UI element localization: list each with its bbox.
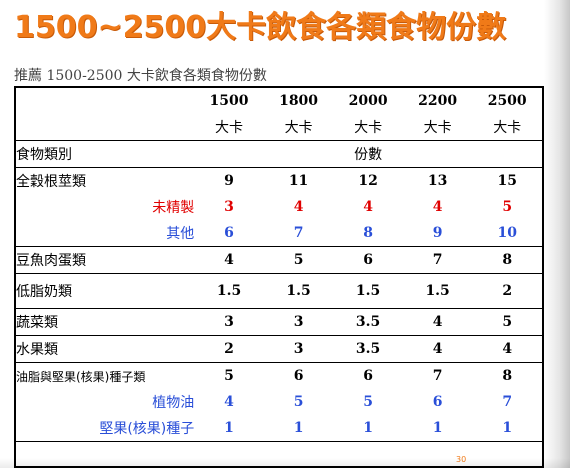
cell-value: 1 bbox=[293, 420, 304, 436]
table-caption: 推薦 1500-2500 大卡飲食各類食物份數 bbox=[14, 68, 267, 84]
slide-bottom-shadow bbox=[0, 458, 570, 468]
table-row-nuts: 堅果(核果)種子 1 1 1 1 1 bbox=[15, 415, 543, 442]
cell-value: 9 bbox=[432, 225, 443, 241]
cell-value: 12 bbox=[333, 167, 403, 194]
header-row-unit: 大卡 大卡 大卡 大卡 大卡 bbox=[15, 114, 543, 141]
cell-value: 1 bbox=[363, 420, 373, 436]
row-label: 蔬菜類 bbox=[15, 308, 195, 336]
cell-value: 8 bbox=[363, 225, 373, 241]
cell-value: 15 bbox=[472, 167, 543, 194]
cell-value: 4 bbox=[194, 246, 264, 274]
cell-value: 6 bbox=[432, 394, 443, 410]
header-calorie-1500: 1500 bbox=[209, 93, 249, 109]
header-calorie-2200: 2200 bbox=[418, 93, 458, 109]
cell-value: 1 bbox=[502, 420, 513, 436]
table-row-vegetable-oil: 植物油 4 5 5 6 7 bbox=[15, 389, 543, 415]
cell-value: 1 bbox=[432, 420, 443, 436]
cell-value: 7 bbox=[402, 362, 473, 389]
header-unit: 大卡 bbox=[354, 120, 383, 136]
cell-value: 8 bbox=[472, 362, 543, 389]
row-label: 未精製 bbox=[152, 200, 195, 216]
cell-value: 4 bbox=[224, 394, 234, 410]
cell-value: 5 bbox=[472, 308, 543, 336]
table-row-grains: 全穀根莖類 9 11 12 13 15 bbox=[15, 167, 543, 194]
cell-value: 7 bbox=[502, 394, 513, 410]
cell-value: 5 bbox=[293, 394, 304, 410]
table-row-empty bbox=[15, 441, 543, 467]
header-row-labels: 食物類別 份數 bbox=[15, 140, 543, 168]
cell-value: 7 bbox=[402, 246, 473, 274]
servings-header: 份數 bbox=[194, 140, 543, 168]
cell-value: 5 bbox=[194, 362, 264, 389]
slide-title: 1500~2500大卡飲食各類食物份數 bbox=[14, 10, 507, 45]
row-label: 油脂與堅果(核果)種子類 bbox=[15, 362, 195, 389]
cell-value: 6 bbox=[224, 225, 234, 241]
food-servings-table: 1500 1800 2000 2200 2500 大卡 大卡 大卡 大卡 大卡 … bbox=[14, 86, 544, 468]
header-calorie-2000: 2000 bbox=[348, 93, 388, 109]
header-unit: 大卡 bbox=[284, 120, 313, 136]
cell-value: 1.5 bbox=[194, 273, 264, 309]
header-calorie-1800: 1800 bbox=[279, 93, 319, 109]
header-unit: 大卡 bbox=[493, 120, 522, 136]
cell-value: 3 bbox=[263, 308, 334, 336]
cell-value: 1.5 bbox=[263, 273, 334, 309]
header-empty-cell bbox=[15, 87, 194, 114]
slide-shadow bbox=[544, 0, 570, 468]
cell-value: 3 bbox=[224, 199, 234, 215]
cell-value: 11 bbox=[263, 167, 334, 194]
cell-value: 9 bbox=[194, 167, 264, 194]
cell-value: 6 bbox=[263, 362, 334, 389]
cell-value: 5 bbox=[363, 394, 373, 410]
table-row-unrefined: 未精製 3 4 4 4 5 bbox=[15, 194, 543, 220]
cell-value: 10 bbox=[497, 225, 517, 241]
cell-value: 3 bbox=[194, 308, 264, 336]
cell-value: 1.5 bbox=[402, 273, 473, 309]
cell-value: 3 bbox=[263, 335, 334, 363]
cell-value: 13 bbox=[402, 167, 473, 194]
cell-value: 2 bbox=[194, 335, 264, 363]
cell-value: 4 bbox=[472, 335, 543, 363]
cell-value: 7 bbox=[293, 225, 304, 241]
cell-value: 4 bbox=[363, 199, 373, 215]
cell-value: 4 bbox=[402, 335, 473, 363]
cell-value: 2 bbox=[472, 273, 543, 309]
category-header: 食物類別 bbox=[15, 140, 195, 168]
header-empty-cell bbox=[15, 114, 194, 141]
empty-cell bbox=[15, 441, 543, 467]
page-number: 30 bbox=[456, 455, 466, 464]
cell-value: 4 bbox=[432, 199, 443, 215]
cell-value: 4 bbox=[293, 199, 304, 215]
header-unit: 大卡 bbox=[215, 120, 244, 136]
cell-value: 8 bbox=[472, 246, 543, 274]
header-row-calories: 1500 1800 2000 2200 2500 bbox=[15, 87, 543, 114]
row-label: 水果類 bbox=[15, 335, 195, 363]
cell-value: 1 bbox=[224, 420, 234, 436]
row-label: 豆魚肉蛋類 bbox=[15, 246, 195, 274]
cell-value: 6 bbox=[333, 246, 403, 274]
cell-value: 5 bbox=[502, 199, 513, 215]
row-label: 其他 bbox=[166, 226, 195, 242]
table-row-other: 其他 6 7 8 9 10 bbox=[15, 220, 543, 247]
row-label: 堅果(核果)種子 bbox=[99, 421, 195, 437]
cell-value: 4 bbox=[402, 308, 473, 336]
table-row-protein: 豆魚肉蛋類 4 5 6 7 8 bbox=[15, 246, 543, 274]
cell-value: 6 bbox=[333, 362, 403, 389]
cell-value: 1.5 bbox=[333, 273, 403, 309]
header-unit: 大卡 bbox=[423, 120, 452, 136]
table-row-fruits: 水果類 2 3 3.5 4 4 bbox=[15, 335, 543, 363]
cell-value: 3.5 bbox=[333, 335, 403, 363]
cell-value: 3.5 bbox=[333, 308, 403, 336]
table-row-oils: 油脂與堅果(核果)種子類 5 6 6 7 8 bbox=[15, 362, 543, 389]
row-label: 植物油 bbox=[152, 395, 195, 411]
row-label: 低脂奶類 bbox=[15, 273, 195, 309]
cell-value: 5 bbox=[263, 246, 334, 274]
table-row-dairy: 低脂奶類 1.5 1.5 1.5 1.5 2 bbox=[15, 273, 543, 309]
table-row-vegetables: 蔬菜類 3 3 3.5 4 5 bbox=[15, 308, 543, 336]
header-calorie-2500: 2500 bbox=[487, 93, 527, 109]
row-label: 全穀根莖類 bbox=[15, 167, 195, 194]
